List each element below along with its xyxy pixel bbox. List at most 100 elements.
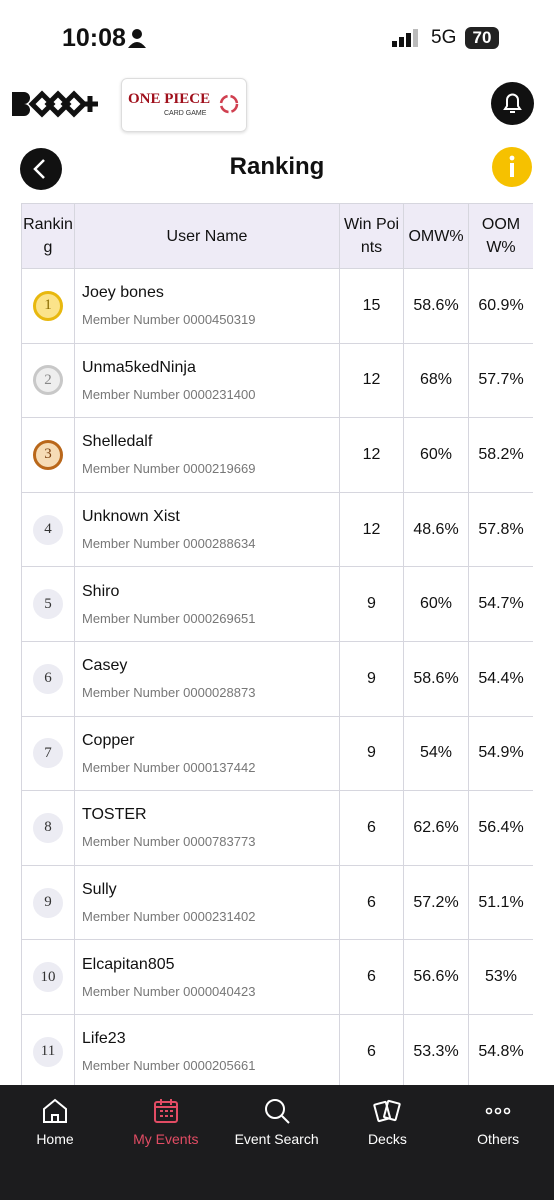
nav-icon <box>153 1099 178 1123</box>
ranking-row[interactable]: 7 Copper Member Number 0000137442 9 54% 54.9% <box>21 715 533 792</box>
name-cell: Sully Member Number 0000231402 <box>74 864 340 941</box>
oomw: 51.1% <box>468 864 533 941</box>
ranking-row[interactable]: 10 Elcapitan805 Member Number 0000040423 6 5… <box>21 939 533 1015</box>
rank-medal: 10 <box>33 962 63 993</box>
nav-item[interactable]: My Events <box>111 1085 221 1147</box>
user-name: Joey bones <box>82 284 164 302</box>
win-points: 6 <box>339 864 404 941</box>
user-name: Unknown Xist <box>82 508 180 526</box>
name-cell: Shiro Member Number 0000269651 <box>74 566 340 642</box>
ranking-table: Ranking User Name Win Points OMW% OOMW% 1 Joe… <box>21 203 533 1085</box>
app-logo <box>12 90 98 118</box>
win-points: 12 <box>339 342 404 419</box>
win-points: 6 <box>339 790 404 866</box>
user-name: Copper <box>82 731 135 749</box>
column-header: OOMW% <box>468 203 533 269</box>
user-name: Elcapitan805 <box>82 955 175 973</box>
ranking-row[interactable]: 4 Unknown Xist Member Number 0000288634 12 4… <box>21 491 533 568</box>
name-cell: Shelledalf Member Number 0000219669 <box>74 417 340 493</box>
ranking-row[interactable]: 11 Life23 Member Number 0000205661 6 53.3% 54… <box>21 1013 533 1085</box>
nav-label: Decks <box>367 1131 407 1147</box>
win-points: 9 <box>339 640 404 717</box>
column-header: Win Points <box>339 203 404 269</box>
omw: 60% <box>403 566 469 642</box>
battery: 70 <box>465 27 499 49</box>
oomw: 54.4% <box>468 640 533 717</box>
oomw: 58.2% <box>468 417 533 493</box>
member-number: Member Number 0000783773 <box>82 834 256 850</box>
game-logo-title: ONE PIECE <box>128 91 211 107</box>
rank-cell: 8 <box>21 790 75 866</box>
nav-icon <box>373 1099 402 1123</box>
rank-cell: 10 <box>21 939 75 1015</box>
omw: 53.3% <box>403 1013 469 1085</box>
ranking-row[interactable]: 8 TOSTER Member Number 0000783773 6 62.6% 56.… <box>21 790 533 866</box>
rank-medal: 5 <box>33 589 63 620</box>
win-points: 15 <box>339 268 404 344</box>
person-icon <box>128 29 146 48</box>
oomw: 56.4% <box>468 790 533 866</box>
oomw: 54.8% <box>468 1013 533 1085</box>
ranking-row[interactable]: 2 Unma5kedNinja Member Number 0000231400 12… <box>21 342 533 419</box>
omw: 56.6% <box>403 939 469 1015</box>
nav-label: Event Search <box>234 1131 319 1147</box>
info-button[interactable] <box>492 147 532 187</box>
win-points: 9 <box>339 715 404 792</box>
win-points: 6 <box>339 1013 404 1085</box>
notification-button[interactable] <box>491 82 534 125</box>
ranking-row[interactable]: 1 Joey bones Member Number 0000450319 15 58.… <box>21 268 533 344</box>
rank-medal: 2 <box>33 365 63 396</box>
status-bar: 10:08 5G 70 <box>0 0 554 75</box>
nav-label: My Events <box>133 1131 199 1147</box>
ranking-row[interactable]: 3 Shelledalf Member Number 0000219669 12 60%… <box>21 417 533 493</box>
user-name: Shiro <box>82 582 120 600</box>
ranking-row[interactable]: 9 Sully Member Number 0000231402 6 57.2% 51.1… <box>21 864 533 941</box>
omw: 60% <box>403 417 469 493</box>
member-number: Member Number 0000137442 <box>82 759 256 775</box>
oomw: 54.7% <box>468 566 533 642</box>
bottom-nav: Home My Events Event Search Decks Others <box>0 1085 554 1200</box>
rank-cell: 2 <box>21 342 75 419</box>
user-name: Unma5kedNinja <box>82 358 196 376</box>
member-number: Member Number 0000205661 <box>82 1058 256 1074</box>
member-number: Member Number 0000040423 <box>82 983 256 999</box>
table: Ranking User Name Win Points OMW% OOMW% 1 Joe… <box>21 203 533 1085</box>
oomw: 54.9% <box>468 715 533 792</box>
rank-cell: 9 <box>21 864 75 941</box>
nav-icon <box>485 1107 511 1115</box>
user-name: Sully <box>82 881 117 899</box>
nav-label: Others <box>477 1131 520 1147</box>
page-title: Ranking <box>229 153 325 180</box>
member-number: Member Number 0000450319 <box>82 312 256 328</box>
column-header: OMW% <box>403 203 469 269</box>
name-cell: Joey bones Member Number 0000450319 <box>74 268 340 344</box>
nav-item[interactable]: Home <box>0 1085 110 1147</box>
oomw: 53% <box>468 939 533 1015</box>
member-number: Member Number 0000288634 <box>82 536 256 552</box>
name-cell: Unknown Xist Member Number 0000288634 <box>74 491 340 568</box>
back-button[interactable] <box>20 148 62 190</box>
win-points: 6 <box>339 939 404 1015</box>
omw: 57.2% <box>403 864 469 941</box>
rank-cell: 5 <box>21 566 75 642</box>
ranking-row[interactable]: 5 Shiro Member Number 0000269651 9 60% 54.7% <box>21 566 533 642</box>
nav-item[interactable]: Event Search <box>222 1085 332 1147</box>
rank-medal: 7 <box>33 738 63 769</box>
oomw: 60.9% <box>468 268 533 344</box>
rank-medal: 6 <box>33 663 63 694</box>
nav-item[interactable]: Others <box>443 1085 553 1147</box>
rank-medal: 3 <box>33 439 63 470</box>
rank-cell: 4 <box>21 491 75 568</box>
oomw: 57.8% <box>468 491 533 568</box>
signal-icon <box>392 29 418 47</box>
user-name: Life23 <box>82 1030 126 1048</box>
win-points: 12 <box>339 491 404 568</box>
ranking-row[interactable]: 6 Casey Member Number 0000028873 9 58.6% 54.4… <box>21 640 533 717</box>
game-logo: ONE PIECE CARD GAME <box>121 78 247 132</box>
nav-item[interactable]: Decks <box>332 1085 442 1147</box>
rank-cell: 1 <box>21 268 75 344</box>
rank-medal: 9 <box>33 887 63 918</box>
member-number: Member Number 0000219669 <box>82 461 256 477</box>
omw: 62.6% <box>403 790 469 866</box>
